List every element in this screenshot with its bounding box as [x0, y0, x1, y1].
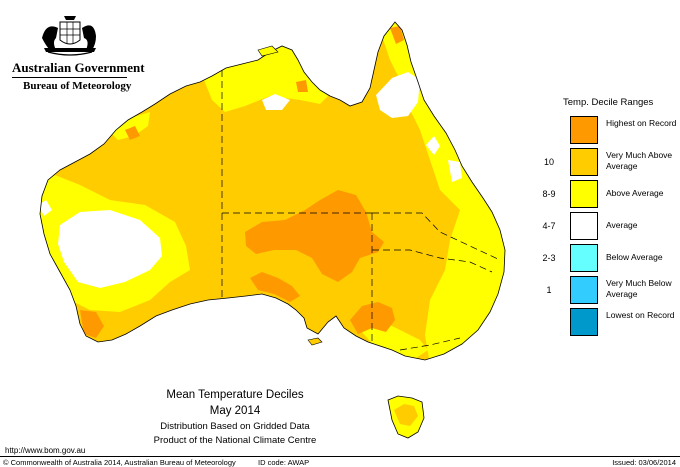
region-highest-nt	[296, 80, 308, 92]
map-subtitle-product: Product of the National Climate Centre	[153, 435, 317, 446]
tiwi-islands	[257, 45, 279, 57]
region-average-cape-york	[376, 72, 420, 118]
legend-swatch	[570, 244, 598, 272]
mainland-coastline	[39, 21, 506, 361]
map-period: May 2014	[209, 405, 261, 417]
legend-label: Very Much Below Average	[606, 278, 672, 299]
legend-range: 10	[543, 157, 554, 167]
legend-swatch	[570, 116, 598, 144]
legend-label: Below Average	[606, 252, 663, 262]
website-link[interactable]: http://www.bom.gov.au	[5, 446, 86, 455]
legend-swatch	[570, 308, 598, 336]
region-highest-sw	[80, 310, 104, 338]
region-average-west	[58, 210, 162, 288]
region-above-average-east	[380, 22, 505, 360]
region-average-top-end	[262, 94, 290, 110]
legend-label: Lowest on Record	[606, 310, 675, 320]
legend-label: Average	[606, 220, 638, 230]
legend-swatch	[570, 212, 598, 240]
tasmania-very-much-above	[394, 404, 418, 426]
region-above-average-kimberley	[108, 112, 150, 140]
region-average-qld-b	[448, 160, 462, 182]
region-highest-ne-tip	[390, 26, 404, 44]
issued-date: Issued: 03/06/2014	[612, 458, 676, 467]
legend-label: Very Much Above Average	[606, 150, 673, 171]
region-above-average-coast-sw	[40, 190, 56, 215]
legend-range: 1	[546, 285, 552, 295]
region-above-average-north	[200, 40, 328, 112]
coat-of-arms-icon	[42, 16, 96, 56]
legend-title: Temp. Decile Ranges	[563, 97, 654, 108]
legend-swatch	[570, 148, 598, 176]
legend-label: Above Average	[606, 188, 664, 198]
region-above-average-south-vic	[360, 320, 428, 360]
region-highest-south	[250, 272, 300, 302]
legend-swatch	[570, 276, 598, 304]
bureau-name: Bureau of Meteorology	[23, 80, 132, 92]
legend-range: 8-9	[542, 189, 556, 199]
footer-divider	[0, 456, 680, 457]
region-average-qld-a	[426, 136, 440, 155]
copyright-text: © Commonwealth of Australia 2014, Austra…	[3, 458, 236, 467]
id-code: ID code: AWAP	[258, 458, 310, 467]
map-title: Mean Temperature Deciles	[166, 389, 304, 401]
state-borders	[221, 70, 501, 351]
kangaroo-island	[307, 337, 323, 346]
government-name: Australian Government	[12, 60, 145, 75]
legend-swatch	[570, 180, 598, 208]
header-divider	[12, 77, 127, 78]
legend-label: Highest on Record	[606, 118, 677, 128]
region-highest-se	[350, 302, 395, 334]
region-highest-wa-coast	[125, 126, 140, 140]
legend-range: 4-7	[542, 221, 556, 231]
legend-range: 2-3	[542, 253, 556, 263]
map-subtitle-distribution: Distribution Based on Gridded Data	[160, 421, 310, 432]
